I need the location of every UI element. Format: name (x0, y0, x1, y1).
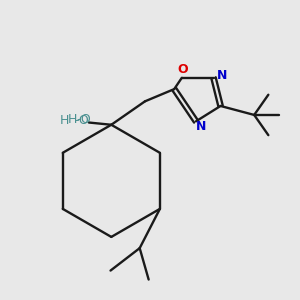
Text: H: H (68, 113, 77, 126)
Text: N: N (217, 69, 228, 82)
Text: N: N (196, 120, 207, 134)
Text: H: H (59, 114, 69, 127)
Text: -O: -O (76, 113, 91, 126)
Text: -O: -O (74, 114, 89, 127)
Text: O: O (178, 64, 188, 76)
